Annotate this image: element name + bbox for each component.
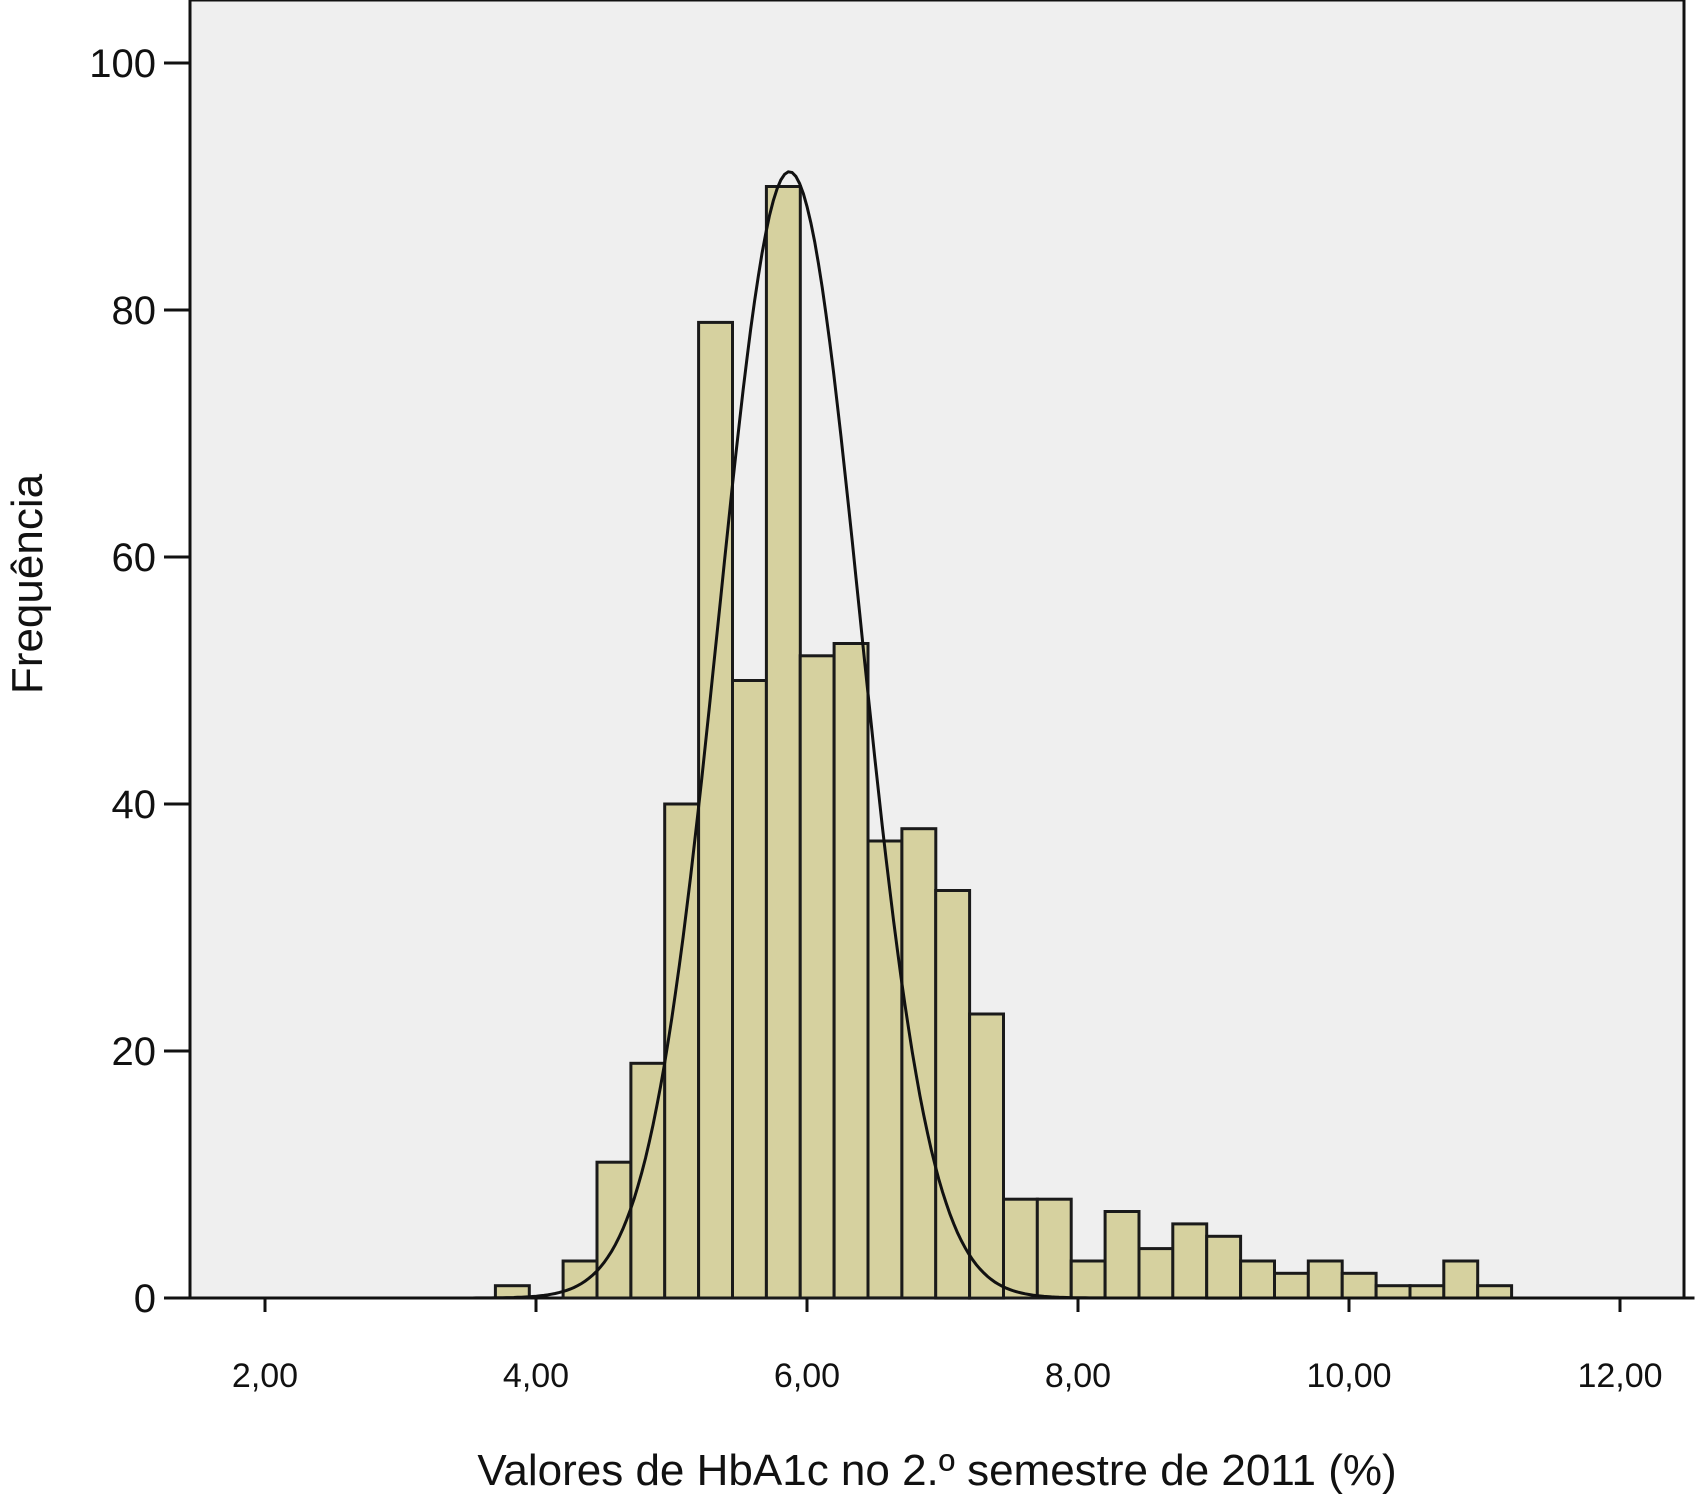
histogram-bar (1205, 1234, 1243, 1300)
histogram-bar (663, 802, 701, 1300)
x-tick-label: 10,00 (1306, 1357, 1391, 1395)
histogram-bar (1103, 1210, 1141, 1300)
y-tick-label: 20 (112, 1030, 157, 1074)
histogram-bar (1002, 1197, 1039, 1300)
histogram-bar (697, 320, 734, 1300)
y-tick-label: 0 (134, 1277, 156, 1321)
histogram-bar (934, 889, 972, 1300)
histogram-bar (1306, 1259, 1344, 1300)
y-tick-label: 60 (112, 536, 157, 580)
histogram-bar (1408, 1284, 1446, 1300)
histogram-bar (629, 1061, 667, 1300)
y-tick-label: 40 (112, 783, 157, 827)
histogram-bar (1137, 1247, 1175, 1300)
bars-group (493, 185, 1514, 1300)
histogram-bar (866, 839, 904, 1300)
histogram-bar (764, 185, 802, 1300)
histogram-bar (1442, 1259, 1480, 1300)
histogram-bar (1171, 1222, 1209, 1300)
y-axis: 0 20 40 60 80 100 (89, 42, 190, 1321)
histogram-bar (968, 1012, 1005, 1300)
histogram-bar (561, 1259, 599, 1300)
x-tick-label: 4,00 (503, 1357, 569, 1395)
histogram-bar (595, 1160, 633, 1300)
x-tick-label: 6,00 (774, 1357, 840, 1395)
histogram-bar (1035, 1197, 1073, 1300)
histogram-bar (900, 827, 938, 1300)
x-axis: 2,00 4,00 6,00 8,00 10,00 12,00 (232, 1298, 1663, 1395)
x-axis-label: Valores de HbA1c no 2.º semestre de 2011… (477, 1446, 1396, 1495)
histogram-bar (1069, 1259, 1107, 1300)
histogram-bar (1239, 1259, 1276, 1300)
y-tick-label: 100 (89, 42, 156, 86)
x-tick-label: 12,00 (1577, 1357, 1662, 1395)
histogram-bar (832, 642, 870, 1300)
histogram-bar (731, 679, 768, 1300)
histogram-bar (1273, 1271, 1310, 1300)
y-axis-label: Frequência (3, 473, 52, 694)
histogram-bar (1374, 1284, 1412, 1300)
x-tick-label: 2,00 (232, 1357, 298, 1395)
histogram-bar (798, 654, 836, 1300)
y-tick-label: 80 (112, 289, 157, 333)
histogram-bar (1340, 1271, 1378, 1300)
histogram-bar (1476, 1284, 1514, 1300)
normal-curve (190, 170, 1695, 1300)
x-tick-label: 8,00 (1045, 1357, 1111, 1395)
